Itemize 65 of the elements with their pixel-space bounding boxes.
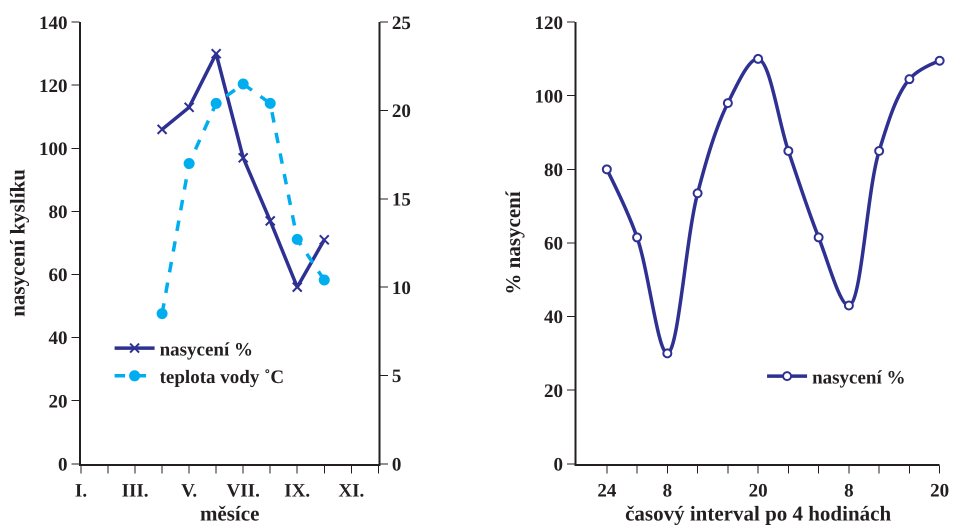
point	[156, 124, 168, 135]
point	[292, 234, 303, 245]
point	[602, 164, 612, 174]
y-tick-label: 60	[544, 234, 564, 255]
x-tick-label: I.	[74, 480, 88, 502]
point	[184, 102, 195, 113]
point	[814, 232, 824, 242]
y-tick-label: 40	[48, 328, 68, 350]
point	[783, 146, 794, 156]
x-tick-label: III.	[122, 480, 149, 502]
y-tick-label: 120	[534, 12, 564, 34]
y-tick-label: 0	[58, 454, 68, 476]
point	[210, 48, 222, 60]
point	[156, 308, 168, 320]
y-tick-label: 0	[554, 454, 564, 476]
point	[874, 146, 884, 156]
y-tick-label: 80	[544, 160, 564, 181]
x-tick-label: 8	[662, 480, 672, 502]
y-tick-label: 120	[38, 76, 68, 97]
y2-tick-label: 0	[392, 454, 402, 476]
y2-tick-label: 15	[392, 189, 411, 210]
x-tick-label: XI.	[338, 480, 364, 502]
x-tick-label: 20	[930, 480, 950, 502]
point	[934, 56, 945, 66]
x-axis-title: časový interval po 4 hodinách	[625, 501, 892, 526]
point	[292, 282, 303, 293]
point	[662, 348, 672, 358]
point	[318, 234, 330, 246]
legend-label: nasycení %	[812, 368, 906, 389]
y2-tick-label: 10	[392, 278, 411, 299]
x-tick-label: VII.	[226, 480, 260, 502]
point	[238, 152, 249, 164]
point	[184, 158, 195, 169]
y-tick-label: 40	[544, 307, 564, 328]
x-tick-label: 20	[748, 480, 768, 502]
y-axis-title: % nasycení	[501, 190, 526, 295]
y-tick-label: 140	[38, 12, 68, 34]
y-tick-label: 100	[534, 86, 564, 108]
y-axis-title: nasycení kyslíku	[6, 168, 30, 317]
point	[722, 98, 733, 108]
point	[318, 274, 330, 286]
y-tick-label: 100	[38, 138, 68, 160]
point	[904, 74, 914, 84]
x-axis-title: měsíce	[200, 501, 260, 526]
point	[692, 188, 703, 198]
x-tick-label: 24	[597, 480, 617, 502]
y-tick-label: 60	[48, 265, 68, 286]
y2-tick-label: 5	[392, 366, 402, 388]
point	[210, 98, 222, 109]
point	[238, 78, 249, 90]
legend-label: nasycení %	[160, 340, 254, 361]
y2-tick-label: 25	[392, 12, 411, 34]
point	[753, 54, 764, 64]
point	[264, 215, 276, 226]
point	[844, 300, 854, 311]
y-tick-label: 20	[544, 380, 564, 402]
y2-tick-label: 20	[392, 101, 411, 122]
y-tick-label: 80	[48, 202, 68, 224]
legend-label: teplota vody ˚C	[160, 367, 284, 388]
point	[632, 232, 642, 242]
x-tick-label: V.	[181, 480, 198, 502]
point	[264, 98, 276, 109]
x-tick-label: 8	[844, 480, 854, 502]
y-tick-label: 20	[48, 391, 68, 412]
x-tick-label: IX.	[284, 480, 310, 502]
